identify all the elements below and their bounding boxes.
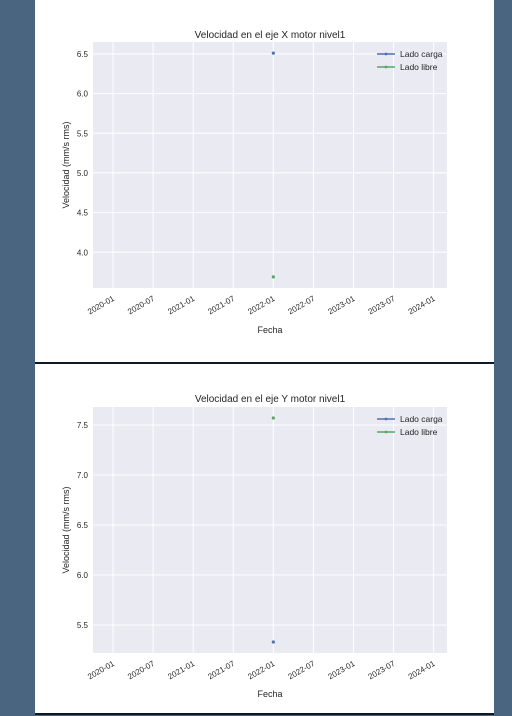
legend: Lado carga Lado libre [377, 49, 443, 72]
x-tick-label: 2024-01 [407, 294, 437, 317]
x-tick-label: 2021-01 [166, 659, 196, 682]
chart-panel-y: 5.5 6.0 6.5 7.0 7.5 2020-01 2020-07 2021-01 2021… [35, 364, 494, 713]
y-tick-label: 6.0 [77, 90, 89, 99]
x-tick-label: 2020-01 [86, 659, 116, 682]
data-point-lado-carga [271, 51, 275, 55]
data-point-lado-libre [271, 275, 275, 279]
x-tick-label: 2024-01 [407, 659, 437, 682]
grid-lines [93, 42, 447, 288]
chart-x-velocity: 4.0 4.5 5.0 5.5 6.0 6.5 2020-01 2020-07 2021-01 2… [61, 30, 447, 335]
y-tick-label: 4.0 [77, 248, 89, 257]
legend-marker [384, 417, 388, 421]
grid-lines [93, 407, 447, 653]
y-tick-label: 7.0 [77, 471, 89, 480]
data-point-lado-libre [271, 416, 275, 420]
x-tick-label: 2022-07 [286, 294, 316, 317]
y-axis-title: Velocidad (mm/s rms) [61, 121, 71, 208]
legend-marker [384, 430, 388, 434]
x-tick-label: 2021-07 [206, 294, 236, 317]
legend-label: Lado carga [400, 49, 443, 59]
x-tick-label: 2022-07 [286, 659, 316, 682]
legend-marker [384, 52, 388, 56]
y-tick-label: 5.5 [77, 621, 89, 630]
x-tick-label: 2021-07 [206, 659, 236, 682]
legend-label: Lado libre [400, 427, 438, 437]
legend-label: Lado libre [400, 62, 438, 72]
x-axis-title: Fecha [257, 689, 282, 699]
y-tick-label: 6.0 [77, 571, 89, 580]
y-tick-label: 5.0 [77, 169, 89, 178]
x-tick-label: 2020-07 [126, 294, 156, 317]
x-tick-label: 2020-01 [86, 294, 116, 317]
y-tick-label: 6.5 [77, 50, 89, 59]
panel-divider [35, 362, 494, 364]
x-axis-title: Fecha [257, 325, 282, 335]
chart-title: Velocidad en el eje Y motor nivel1 [195, 394, 346, 405]
data-point-lado-carga [271, 640, 275, 644]
panel-divider [35, 713, 494, 715]
y-tick-label: 6.5 [77, 521, 89, 530]
chart-y-velocity: 5.5 6.0 6.5 7.0 7.5 2020-01 2020-07 2021-01 2021… [61, 394, 447, 699]
legend-marker [384, 65, 388, 69]
y-tick-label: 7.5 [77, 421, 89, 430]
x-tick-label: 2023-01 [327, 294, 357, 317]
x-tick-label: 2023-01 [327, 659, 357, 682]
legend-label: Lado carga [400, 414, 443, 424]
plot-area [93, 42, 447, 288]
x-tick-label: 2022-01 [246, 659, 276, 682]
x-tick-label: 2023-07 [367, 659, 397, 682]
y-axis-title: Velocidad (mm/s rms) [61, 486, 71, 573]
y-tick-label: 5.5 [77, 129, 89, 138]
x-tick-label: 2021-01 [166, 294, 196, 317]
y-tick-label: 4.5 [77, 209, 89, 218]
x-tick-label: 2023-07 [367, 294, 397, 317]
chart-panel-x: 4.0 4.5 5.0 5.5 6.0 6.5 2020-01 2020-07 2021-01 2… [35, 0, 494, 362]
x-tick-label: 2020-07 [126, 659, 156, 682]
plot-area [93, 407, 447, 653]
chart-title: Velocidad en el eje X motor nivel1 [195, 30, 346, 41]
legend: Lado carga Lado libre [377, 414, 443, 437]
x-tick-label: 2022-01 [246, 294, 276, 317]
